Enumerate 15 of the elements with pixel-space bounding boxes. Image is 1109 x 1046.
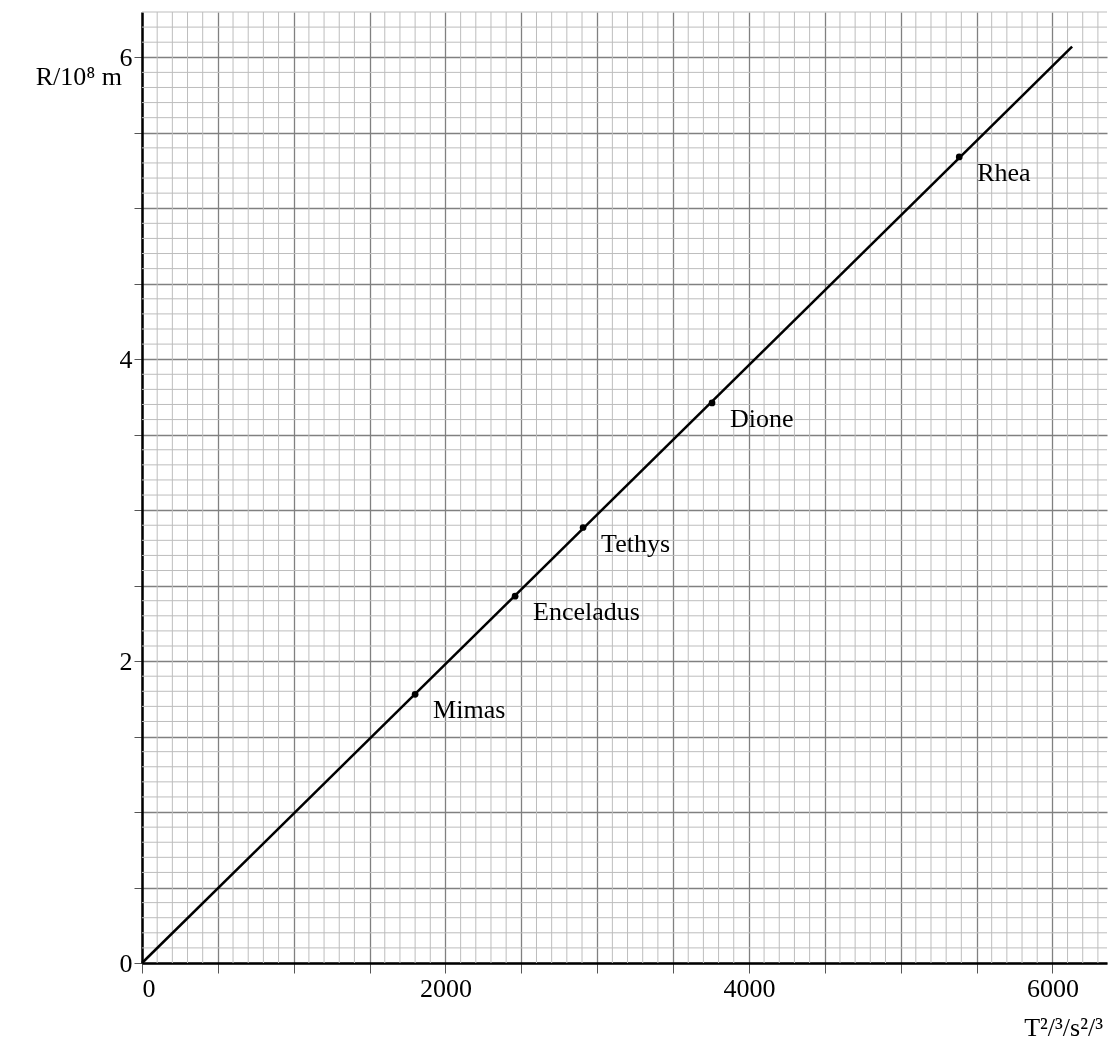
y-tick-label: 0	[119, 948, 133, 978]
y-tick-label: 6	[119, 42, 133, 72]
annotation: Tethys	[601, 528, 671, 558]
x-tick-label: 6000	[1026, 973, 1079, 1003]
annotation: Dione	[730, 403, 794, 433]
annotation: Enceladus	[533, 597, 640, 627]
y-tick-label: 2	[119, 646, 133, 676]
y-axis-title: R/10⁸ m	[35, 62, 122, 91]
x-tick-label: 0	[142, 973, 156, 1003]
annotation: Mimas	[433, 695, 506, 725]
x-tick-label: 4000	[723, 973, 776, 1003]
x-axis-title: T²/³/s²/³	[1024, 1013, 1104, 1042]
y-tick-label: 4	[119, 344, 133, 374]
x-tick-label: 2000	[419, 973, 472, 1003]
annotation: Rhea	[977, 157, 1032, 187]
